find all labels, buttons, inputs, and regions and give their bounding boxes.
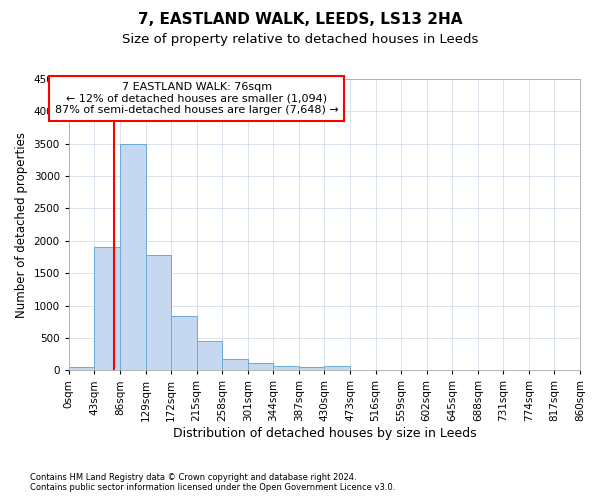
- Bar: [69, 367, 94, 370]
- Bar: [120, 144, 146, 370]
- Bar: [146, 255, 171, 370]
- Bar: [273, 366, 299, 370]
- Bar: [299, 366, 325, 370]
- Text: 7 EASTLAND WALK: 76sqm
← 12% of detached houses are smaller (1,094)
87% of semi-: 7 EASTLAND WALK: 76sqm ← 12% of detached…: [55, 82, 338, 115]
- Text: 7, EASTLAND WALK, LEEDS, LS13 2HA: 7, EASTLAND WALK, LEEDS, LS13 2HA: [138, 12, 462, 28]
- Bar: [222, 359, 248, 370]
- X-axis label: Distribution of detached houses by size in Leeds: Distribution of detached houses by size …: [173, 427, 476, 440]
- Bar: [171, 316, 197, 370]
- Bar: [325, 366, 350, 370]
- Y-axis label: Number of detached properties: Number of detached properties: [15, 132, 28, 318]
- Text: Size of property relative to detached houses in Leeds: Size of property relative to detached ho…: [122, 32, 478, 46]
- Text: Contains public sector information licensed under the Open Government Licence v3: Contains public sector information licen…: [30, 484, 395, 492]
- Bar: [248, 363, 273, 370]
- Bar: [94, 248, 120, 370]
- Text: Contains HM Land Registry data © Crown copyright and database right 2024.: Contains HM Land Registry data © Crown c…: [30, 472, 356, 482]
- Bar: [197, 341, 222, 370]
